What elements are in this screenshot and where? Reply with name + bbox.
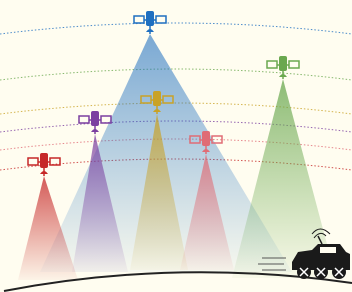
vehicle-window [320,247,336,253]
satellite-body [153,91,161,106]
satellite-body [40,153,48,168]
satellite-body [202,131,210,146]
wheel [314,265,328,279]
wheel [332,265,346,279]
satellite-body [146,11,154,26]
satellite-body [91,111,99,126]
satellite-body [279,56,287,71]
scene [0,0,352,292]
wheel [297,265,311,279]
